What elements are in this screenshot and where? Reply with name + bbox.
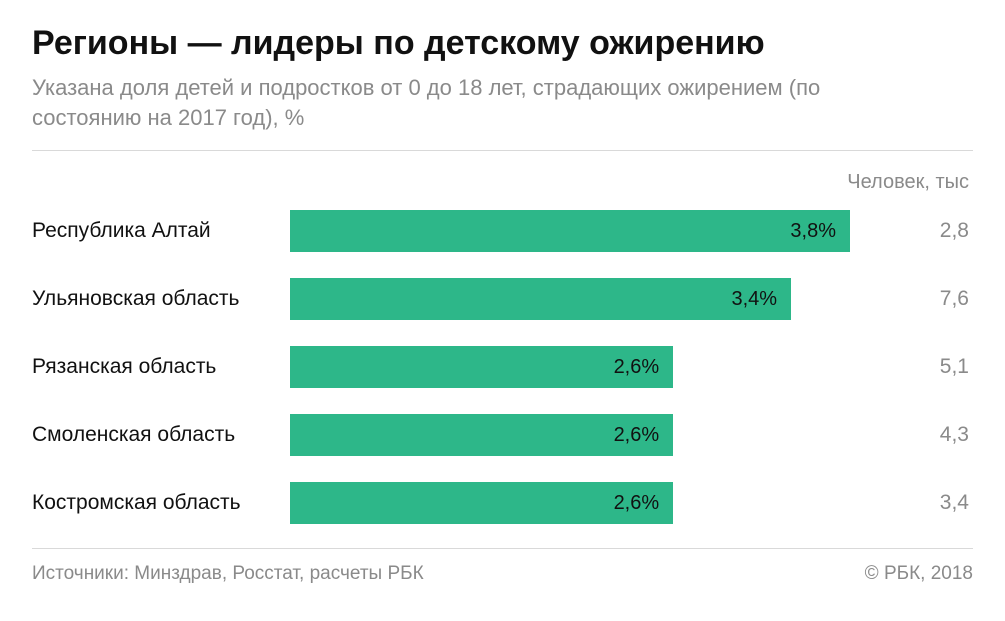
bar-track: 2,6%	[290, 346, 850, 388]
count-value: 4,3	[850, 423, 973, 447]
bar-value-label: 3,4%	[731, 288, 777, 311]
sources-text: Источники: Минздрав, Росстат, расчеты РБ…	[32, 563, 424, 585]
bar-row: Республика Алтай 3,8% 2,8	[32, 210, 973, 252]
region-label: Ульяновская область	[32, 287, 290, 311]
count-value: 5,1	[850, 355, 973, 379]
count-value: 7,6	[850, 287, 973, 311]
column-header-count: Человек, тыс	[32, 151, 973, 210]
chart-title: Регионы — лидеры по детскому ожирению	[32, 24, 973, 63]
bar: 2,6%	[290, 414, 673, 456]
chart-footer: Источники: Минздрав, Росстат, расчеты РБ…	[32, 549, 973, 585]
bar-row: Ульяновская область 3,4% 7,6	[32, 278, 973, 320]
count-value: 3,4	[850, 491, 973, 515]
bar-rows: Республика Алтай 3,8% 2,8 Ульяновская облас…	[32, 210, 973, 548]
bar-value-label: 2,6%	[614, 356, 660, 379]
bar-value-label: 2,6%	[614, 424, 660, 447]
copyright-text: © РБК, 2018	[865, 563, 973, 585]
bar-track: 3,4%	[290, 278, 850, 320]
bar-value-label: 2,6%	[614, 492, 660, 515]
chart-subtitle: Указана доля детей и подростков от 0 до …	[32, 73, 892, 132]
bar: 2,6%	[290, 346, 673, 388]
bar-track: 2,6%	[290, 482, 850, 524]
bar-track: 2,6%	[290, 414, 850, 456]
bar-row: Рязанская область 2,6% 5,1	[32, 346, 973, 388]
region-label: Костромская область	[32, 491, 290, 515]
count-value: 2,8	[850, 219, 973, 243]
region-label: Республика Алтай	[32, 219, 290, 243]
region-label: Рязанская область	[32, 355, 290, 379]
bar-row: Смоленская область 2,6% 4,3	[32, 414, 973, 456]
region-label: Смоленская область	[32, 423, 290, 447]
bar: 3,8%	[290, 210, 850, 252]
bar-row: Костромская область 2,6% 3,4	[32, 482, 973, 524]
bar-track: 3,8%	[290, 210, 850, 252]
bar: 2,6%	[290, 482, 673, 524]
bar-value-label: 3,8%	[790, 220, 836, 243]
bar: 3,4%	[290, 278, 791, 320]
